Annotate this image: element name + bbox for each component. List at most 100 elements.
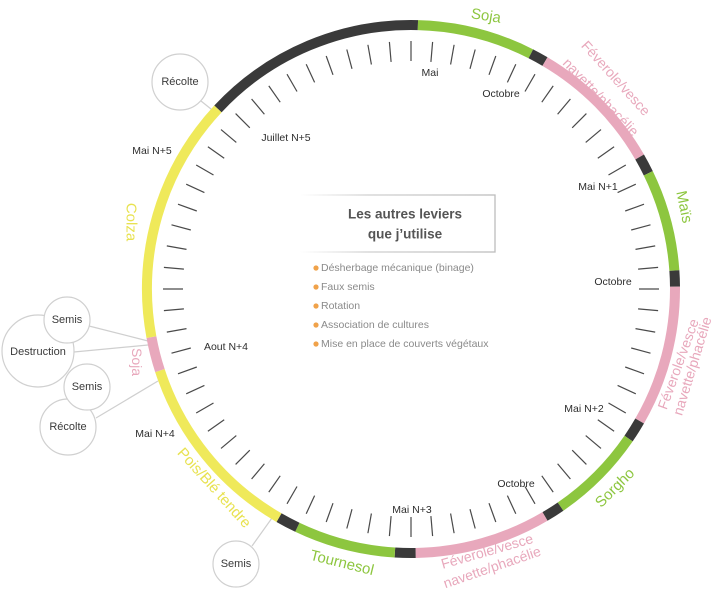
ring-segment-transition [624,418,644,442]
lever-item: Faux semis [321,281,375,293]
tick-mark [207,146,225,159]
tick-mark [207,419,225,432]
tick-mark [506,63,517,83]
ring-segment-soja [417,20,534,59]
tick-mark [631,347,651,354]
bubble-semis-left-label: Semis [52,314,83,326]
tick-mark [166,328,187,333]
bubble-semis-middle: Semis [63,363,111,411]
bubble-semis-bottom: Semis [212,540,260,588]
ring-segment-transition [635,154,653,176]
tick-mark [430,516,434,537]
month-label-mai-n2: Mai N+2 [564,403,604,415]
tick-mark [608,402,627,414]
tick-mark [346,49,353,69]
ring-segment-soja [146,336,165,373]
ring-segment-transition [542,502,564,521]
tick-mark [171,224,191,231]
tick-mark [624,366,645,375]
tick-mark [571,113,587,129]
bubble-semis-left: Semis [43,296,91,344]
tick-mark [450,513,455,534]
ring-segment-f-verole-vesce-navette-phac-lie [542,57,644,160]
tick-mark [251,98,265,115]
lever-item: Rotation [321,300,360,312]
levers-box-title-line1: Les autres leviers [348,207,462,222]
crop-label-colza: Colza [123,203,140,242]
tick-mark [235,449,251,465]
crop-label-soja-top: Soja [470,5,503,27]
tick-mark [235,113,251,129]
tick-mark [177,203,198,212]
tick-mark [163,266,184,270]
tick-mark [185,183,205,194]
month-label-mai: Mai [422,67,439,79]
ring-segment-transition [214,20,419,113]
tick-mark [638,266,659,270]
ring-segment-transition [528,49,548,66]
levers-list: Désherbage mécanique (binage) Faux semis… [313,262,489,350]
tick-mark [367,44,372,65]
tick-mark [220,129,237,143]
tick-mark [557,98,571,115]
bullet-dot-icon [313,284,319,290]
tick-mark [163,308,184,312]
tick-mark [488,55,497,76]
tick-mark [325,55,334,76]
month-label-octobre-3: Octobre [497,478,535,490]
month-label-aout-n4: Aout N+4 [204,341,248,353]
month-label-mai-n1: Mai N+1 [578,181,618,193]
tick-mark [388,516,392,537]
tick-mark [608,164,627,176]
tick-mark [469,49,476,69]
tick-mark [585,129,602,143]
ring-segment-tournesol [295,522,396,558]
tick-mark [220,435,237,449]
connector-destruction [73,344,149,353]
ring-segment-f-verole-vesce-navette-phac-lie [635,286,680,424]
ring-segment-sorgho [557,435,633,511]
tick-mark [585,435,602,449]
month-label-mai-n3: Mai N+3 [392,504,432,516]
levers-box-title-line2: que j’utilise [368,227,443,242]
tick-mark [305,63,316,83]
tick-mark [506,495,517,515]
ring-segment-ma-s [643,171,680,271]
tick-mark [541,475,554,493]
tick-mark [524,486,536,505]
tick-mark [325,502,334,523]
ring-segment-pois-bl-tendre [155,369,282,522]
tick-mark [597,419,615,432]
tick-mark [571,449,587,465]
month-label-juillet-n5: Juillet N+5 [261,132,310,144]
tick-mark [286,73,298,92]
ring-segment-f-verole-vesce-navette-phac-lie [415,512,548,558]
bubble-recolte-left-label: Récolte [49,421,86,433]
tick-mark [624,203,645,212]
connector-recolte-left [95,380,159,419]
month-label-octobre-2: Octobre [594,276,632,288]
bullet-dot-icon [313,303,319,309]
levers-box-frame [299,194,496,253]
tick-mark [617,183,637,194]
tick-mark [367,513,372,534]
tick-mark [635,328,656,333]
ring-segment-colza [142,105,222,339]
bullet-dot-icon [313,341,319,347]
tick-mark [541,85,554,103]
lever-item: Désherbage mécanique (binage) [321,262,474,274]
lever-item: Mise en place de couverts végétaux [321,338,489,350]
tick-mark [488,502,497,523]
bubble-destruction-label: Destruction [10,346,66,358]
month-label-octobre-1: Octobre [482,88,520,100]
tick-mark [268,85,281,103]
tick-mark [450,44,455,65]
connector-semis-bottom [251,517,273,547]
tick-mark [346,509,353,529]
bubble-semis-bottom-label: Semis [221,558,252,570]
month-label-mai-n4: Mai N+4 [135,428,175,440]
tick-mark [286,486,298,505]
tick-mark [638,308,659,312]
tick-mark [388,41,392,62]
